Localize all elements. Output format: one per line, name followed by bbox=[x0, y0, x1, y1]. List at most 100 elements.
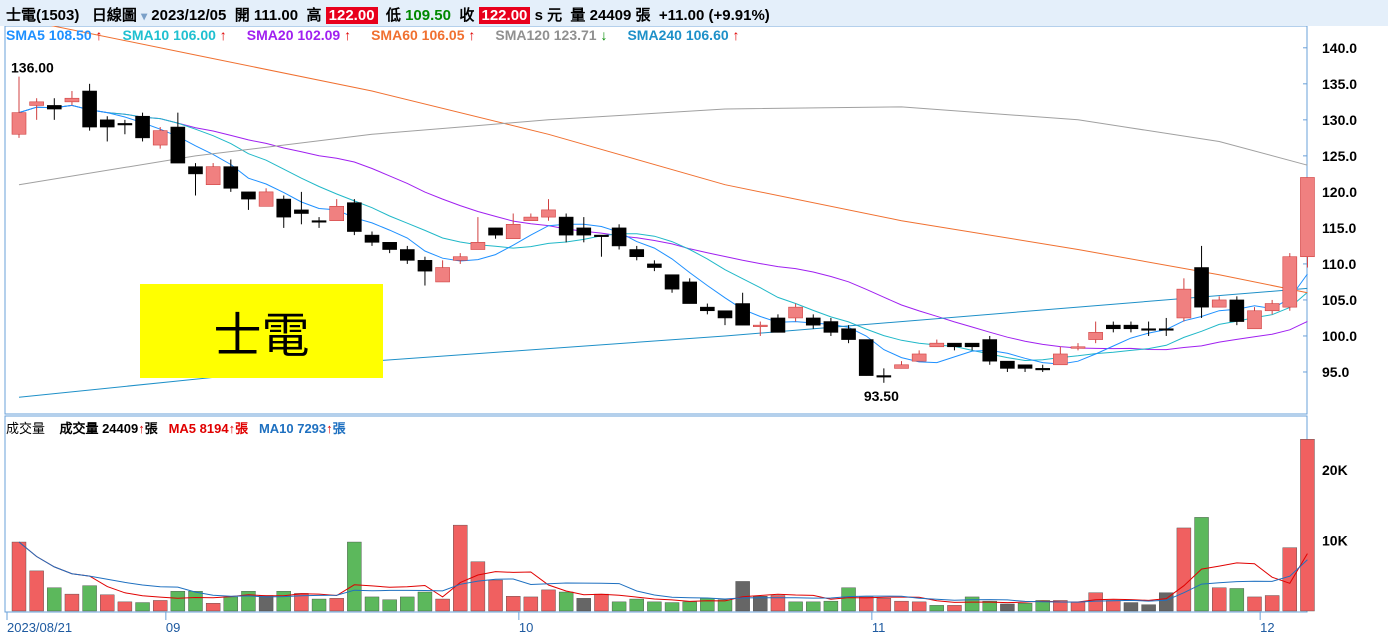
volume-bar bbox=[82, 585, 97, 612]
candle-body bbox=[1106, 324, 1121, 330]
candle-body bbox=[382, 242, 397, 250]
volume-unit: 張 bbox=[635, 7, 651, 24]
price-tick-label: 100.0 bbox=[1322, 328, 1357, 344]
volume-bar bbox=[488, 579, 503, 612]
volume-bar bbox=[188, 591, 203, 612]
close-value: 122.00 bbox=[478, 7, 531, 24]
high-value: 122.00 bbox=[325, 7, 378, 24]
volume-bar bbox=[1106, 600, 1121, 612]
candle-body bbox=[664, 274, 680, 290]
open-label: 開 bbox=[234, 7, 250, 24]
candle-body bbox=[894, 364, 909, 369]
sma-legend-item: SMA20 102.09 ↑ bbox=[246, 27, 352, 43]
candle-body bbox=[205, 166, 221, 185]
volume-bar bbox=[682, 601, 697, 612]
volume-bar bbox=[541, 589, 556, 612]
up-arrow-icon: ↑ bbox=[340, 27, 352, 43]
candle-body bbox=[170, 126, 186, 164]
volume-bar bbox=[1035, 600, 1050, 612]
date-tick-label: 09 bbox=[166, 620, 180, 635]
candle-body bbox=[594, 234, 609, 237]
candle-body bbox=[241, 191, 256, 200]
candle-body bbox=[276, 198, 292, 218]
volume-bar bbox=[258, 595, 274, 612]
volume-bar bbox=[1159, 592, 1174, 612]
sma10-line bbox=[18, 104, 1308, 362]
volume-bar bbox=[417, 591, 433, 612]
price-tick-label: 140.0 bbox=[1322, 40, 1357, 56]
candle-body bbox=[1035, 368, 1050, 371]
open-value: 111.00 bbox=[253, 7, 299, 24]
volume-bar bbox=[311, 598, 327, 612]
candle-body bbox=[64, 97, 80, 103]
candle-body bbox=[99, 119, 115, 128]
candle-body bbox=[1123, 324, 1139, 330]
up-arrow-icon: ↑ bbox=[728, 27, 740, 43]
volume-bar bbox=[470, 561, 486, 612]
volume-bar bbox=[558, 591, 574, 612]
up-arrow-icon: ↑ bbox=[228, 421, 236, 436]
volume-bar bbox=[647, 601, 662, 612]
stock-label-box: 士電 bbox=[140, 284, 383, 378]
period-label[interactable]: 日線圖 bbox=[91, 7, 137, 24]
volume-bar bbox=[170, 591, 186, 612]
candle-body bbox=[311, 220, 327, 223]
volume-panel-title: 成交量 bbox=[6, 421, 46, 436]
candle-body bbox=[258, 191, 274, 207]
volume-legend: 成交量 成交量 24409↑張 MA5 8194↑張 MA10 7293↑張 bbox=[6, 418, 346, 437]
date-tick-label: 2023/08/21 bbox=[7, 620, 72, 635]
volume-bar bbox=[11, 541, 27, 612]
volume-bar bbox=[1053, 600, 1068, 612]
period-dropdown-icon[interactable]: ▾ bbox=[141, 9, 148, 23]
volume-bar bbox=[929, 605, 944, 612]
candle-body bbox=[417, 260, 433, 272]
volume-bar bbox=[982, 600, 997, 612]
candle-body bbox=[82, 90, 97, 128]
volume-bar bbox=[1070, 601, 1086, 612]
unit-flag: s 元 bbox=[534, 7, 563, 24]
candle-body bbox=[399, 249, 415, 261]
candle-body bbox=[1264, 303, 1280, 312]
candle-body bbox=[1282, 256, 1298, 308]
candle-body bbox=[1017, 364, 1033, 369]
price-axis: 95.0 100.0 105.0 110.0 115.0 120.0 125.0 130.0 1… bbox=[1303, 40, 1357, 380]
volume-label: 量 bbox=[570, 7, 586, 24]
candle-body bbox=[805, 317, 821, 326]
sma60-line bbox=[18, 18, 1308, 294]
date-tick-label: 11 bbox=[872, 620, 886, 635]
volume-bar bbox=[329, 598, 344, 612]
candle-body bbox=[576, 227, 592, 236]
candle-body bbox=[823, 321, 839, 333]
candle-body bbox=[188, 166, 203, 175]
candle-body bbox=[1194, 267, 1209, 308]
volume-bar bbox=[100, 594, 115, 612]
volume-bar bbox=[770, 595, 786, 612]
volume-bar bbox=[241, 591, 256, 612]
sma-legend-item: SMA240 106.60 ↑ bbox=[627, 27, 740, 43]
price-tick-label: 135.0 bbox=[1322, 76, 1357, 92]
volume-bar bbox=[964, 596, 980, 612]
volume-bar bbox=[594, 593, 609, 612]
candle-body bbox=[470, 242, 486, 250]
down-arrow-icon: ↓ bbox=[596, 27, 608, 43]
candle-body bbox=[1176, 288, 1192, 319]
candle-body bbox=[947, 342, 962, 348]
price-tick-label: 115.0 bbox=[1322, 220, 1356, 236]
change-value: +11.00 (+9.91%) bbox=[658, 7, 770, 24]
price-tick-label: 110.0 bbox=[1322, 256, 1356, 272]
candle-body bbox=[541, 209, 556, 218]
volume-bar bbox=[823, 600, 839, 612]
candle-body bbox=[152, 130, 168, 146]
volume-bar bbox=[29, 570, 44, 612]
candle-body bbox=[700, 306, 715, 312]
candle-body bbox=[982, 339, 998, 362]
volume-legend-value: 成交量 24409 bbox=[59, 421, 139, 436]
candle-body bbox=[770, 317, 786, 333]
volume-bar bbox=[788, 601, 803, 612]
volume-bar bbox=[876, 598, 892, 612]
price-tick-label: 125.0 bbox=[1322, 148, 1357, 164]
candle-body bbox=[929, 342, 945, 348]
volume-bar bbox=[911, 601, 927, 612]
candle-body bbox=[29, 101, 44, 106]
sma-legend: SMA5 108.50 ↑ SMA10 106.00 ↑ SMA20 102.09 … bbox=[6, 27, 760, 43]
